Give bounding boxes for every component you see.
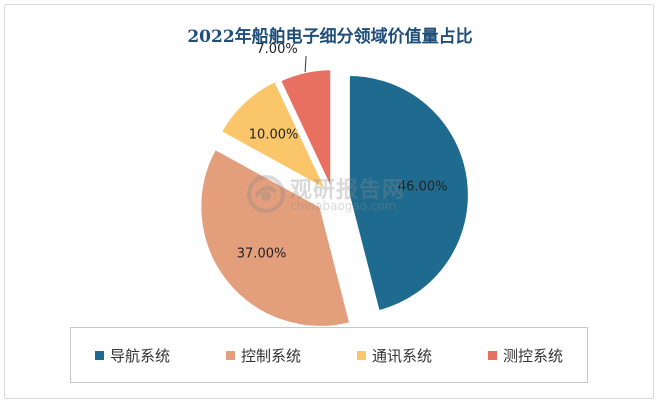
legend-swatch-3 [488, 350, 498, 360]
legend-label-2: 通讯系统 [372, 346, 433, 365]
legend-label-3: 测控系统 [503, 346, 564, 365]
pie-label-2: 10.00% [249, 128, 299, 143]
chart-title: 2022年船舶电子细分领域价值量占比 [187, 27, 473, 47]
legend-label-1: 控制系统 [240, 346, 301, 365]
pie-label-0: 46.00% [398, 180, 448, 195]
legend: 导航系统 控制系统 通讯系统 测控系统 [70, 327, 588, 383]
pie-label-3: 7.00% [256, 42, 297, 57]
legend-swatch-1 [225, 350, 235, 360]
legend-label-0: 导航系统 [109, 346, 170, 365]
pie-leader-line-3 [304, 56, 307, 73]
pie-slice-2 [219, 79, 329, 193]
legend-item-1: 控制系统 [225, 345, 301, 366]
legend-swatch-0 [94, 350, 104, 360]
legend-item-2: 通讯系统 [357, 345, 432, 366]
pie-slice-0 [347, 73, 470, 313]
legend-item-3: 测控系统 [488, 345, 563, 366]
pie-label-1: 37.00% [237, 246, 287, 261]
pie-slice-1 [199, 147, 352, 328]
legend-swatch-2 [357, 350, 366, 360]
legend-item-0: 导航系统 [94, 345, 170, 366]
